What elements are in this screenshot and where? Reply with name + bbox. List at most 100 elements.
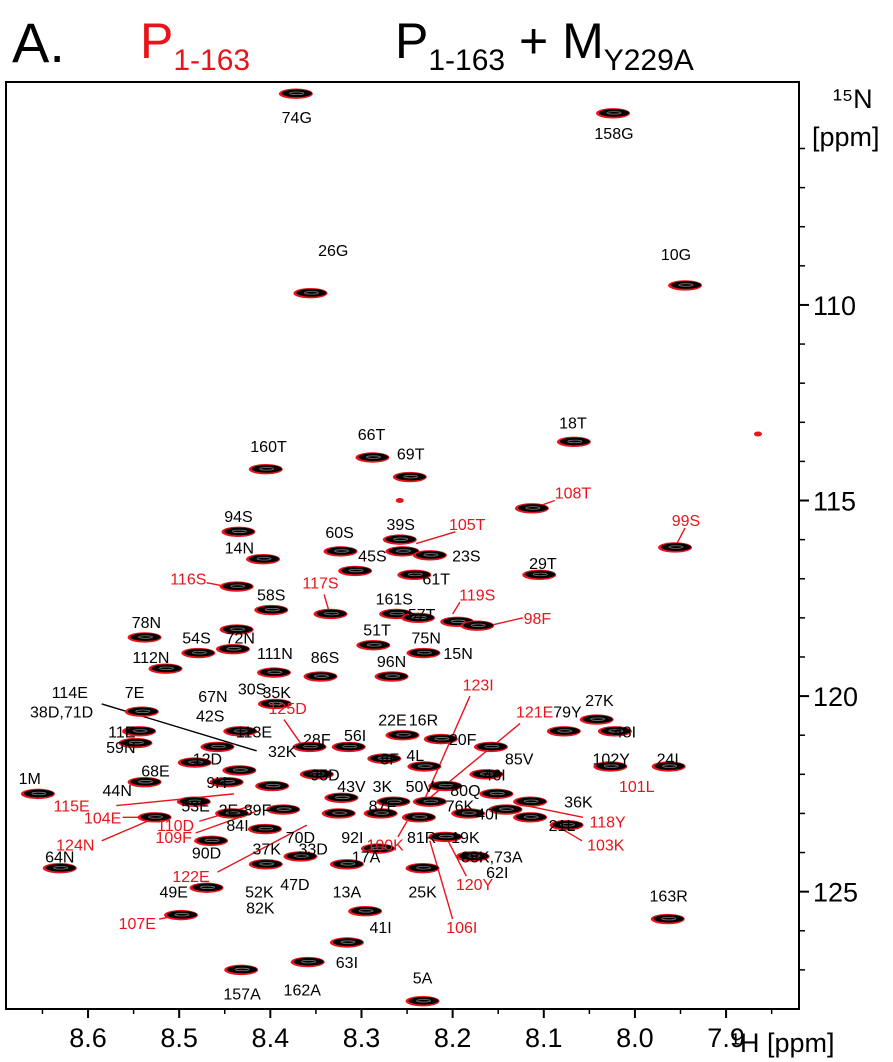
peak-label: 116S [170,572,206,589]
peak [290,956,325,968]
peak-inner-contour [438,834,454,839]
peak-complex-contour [250,824,281,833]
peak-complex-contour [296,289,327,297]
peak-label: 66T [358,427,386,444]
peak [313,608,348,620]
peak-label: 94S [224,509,252,526]
peak-complex-contour [212,777,243,786]
peak-complex-contour [332,938,363,946]
peak [200,741,235,753]
peak-label: 125D [269,701,307,718]
peak-label: 96N [377,654,406,671]
peak-complex-contour [363,844,394,853]
peak [215,808,250,819]
peak-complex-contour [179,797,210,806]
peak-label: 160T [250,439,287,456]
peak [405,995,440,1007]
peak-labels: 74G 158G 26G 10G 18T 66T 160T 69T 108T 99S 94S 60S 3… [19,110,701,1003]
peak-complex-contour [404,813,435,821]
peak [392,471,427,483]
peak [753,431,762,437]
peak [488,804,523,815]
peak-complex-contour [377,672,408,680]
peak-inner-contour [358,909,374,913]
peak-inner-contour [499,807,514,811]
peak-inner-contour [301,959,317,964]
peak-complex-contour [249,554,280,563]
peak-complex-contour [599,109,630,117]
peak-label: 106I [446,920,477,937]
peak-label: 161S [376,591,413,608]
peak-inner-contour [303,744,318,749]
peak-label: 88K,73A [461,849,523,866]
peak [254,604,289,616]
peak-inner-contour [366,643,382,647]
peak-inner-contour [416,866,431,870]
peak-label: 9H [206,775,226,792]
peak-label: 100K [366,838,404,855]
peak-markers [20,88,762,1007]
peak-label: 104E [84,810,121,827]
peak-complex-contour [257,605,288,614]
peak-complex-contour [431,832,462,841]
peak-inner-contour [374,811,390,815]
peak [329,859,364,870]
peak [479,788,514,800]
peak-inner-contour [523,815,539,819]
x-axis-label: ¹H [ppm] [731,1028,835,1058]
label-connector [429,840,454,920]
peak [597,726,632,737]
peak-inner-contour [220,780,235,784]
peak-label: 162A [284,982,322,999]
axis-ticks: 8.6 8.5 8.4 8.3 8.2 8.1 8.0 7.9 110 115 120 125 [41,147,858,1053]
peak-inner-contour [138,635,153,639]
peak-inner-contour [174,913,190,917]
y-tick-label: 125 [813,878,858,908]
peak-inner-contour [385,674,400,678]
peak [246,553,281,565]
peak-inner-contour [335,795,350,800]
peak-inner-contour [332,811,348,815]
label-connector [488,617,523,627]
legend-black-sub: 1-163 [428,44,505,77]
peak [651,761,686,772]
peak [385,546,420,557]
peak-label: 87F [369,799,397,816]
peak-label: 101L [619,779,655,796]
peak-inner-contour [264,607,280,612]
peak-complex-contour [218,809,249,817]
peak-complex-contour [400,570,431,579]
peak-complex-contour [184,648,215,657]
peak-complex-contour [525,570,556,579]
peak-inner-contour [259,862,275,866]
legend-red: P1-163 [140,13,250,77]
peak [514,503,549,514]
peak-complex-contour [130,633,161,641]
peak-label: 121E [516,705,553,722]
peak-inner-contour [434,737,450,741]
peak [137,812,172,823]
peak-complex-contour [302,770,333,778]
peak-inner-contour [310,772,326,776]
peak-inner-contour [138,780,153,784]
peak-complex-contour [222,582,253,590]
peak-label: 18T [559,415,587,432]
peak-complex-contour [458,852,489,860]
peak-label: 78N [132,615,161,632]
peak-complex-contour [549,727,580,735]
peak-complex-contour [379,797,410,806]
peak [401,812,436,823]
peak-label: 163R [650,889,688,906]
panel-label: A. [12,11,65,74]
peak-inner-contour [342,744,358,749]
peak [209,776,244,788]
peak-inner-contour [662,764,678,768]
peak-label: 62I [486,865,508,882]
peak-complex-contour [653,914,684,923]
peak-label: 7E [125,685,145,702]
legend-black: P1-163 + MY229A [395,13,694,77]
peak-label: 118Y [589,814,626,831]
peak-label: 5A [413,971,433,988]
peak-inner-contour [668,545,684,549]
